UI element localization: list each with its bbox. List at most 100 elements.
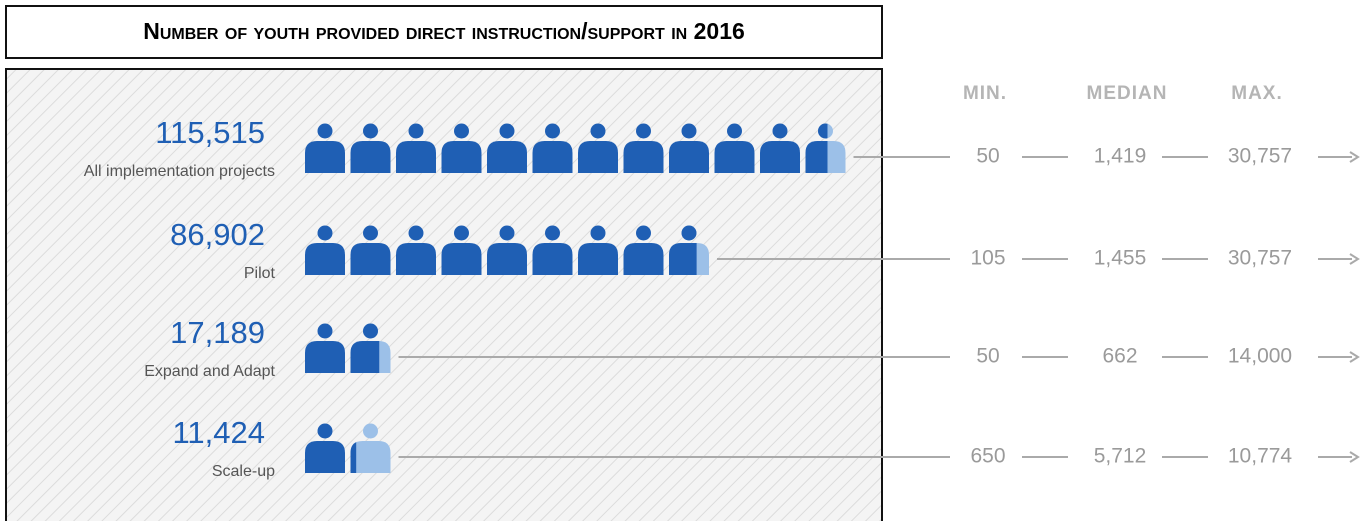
stat-median: 1,455: [1094, 247, 1147, 270]
person-icon: [350, 323, 391, 373]
icon-body: [305, 341, 345, 373]
icon-head: [636, 123, 651, 139]
icon-body: [669, 141, 709, 173]
person-icon: [396, 225, 436, 275]
icon-head: [317, 423, 333, 439]
icon-body: [350, 441, 391, 473]
stat-min: 105: [970, 247, 1005, 270]
arrow-head: [1349, 151, 1360, 163]
stat-median: 5,712: [1094, 445, 1147, 468]
icon-head: [772, 123, 788, 139]
person-icon: [805, 123, 846, 173]
icon-body: [396, 243, 436, 275]
person-icon: [305, 123, 345, 173]
icon-head: [499, 225, 515, 241]
column-header: MEDIAN: [1087, 83, 1168, 104]
icon-head: [363, 225, 378, 241]
icon-body: [305, 243, 345, 275]
person-icon: [487, 123, 527, 173]
person-icon: [350, 423, 391, 473]
person-icon: [441, 123, 482, 173]
icon-body: [532, 141, 573, 173]
person-icon: [760, 123, 800, 173]
icon-head: [454, 123, 469, 139]
person-icon: [714, 123, 755, 173]
icon-head: [454, 225, 469, 241]
icon-head: [363, 123, 378, 139]
icon-head: [545, 123, 560, 139]
icon-fill: [350, 323, 380, 373]
person-icon: [350, 225, 391, 275]
person-icon: [623, 225, 664, 275]
icon-head: [545, 225, 560, 241]
icon-head: [363, 423, 378, 439]
stat-max: 30,757: [1228, 247, 1292, 270]
icon-head: [408, 123, 424, 139]
icon-body: [623, 141, 664, 173]
person-icon: [669, 225, 709, 275]
arrow-head: [1349, 351, 1360, 363]
person-icon: [532, 123, 573, 173]
row-label: Expand and Adapt: [144, 363, 275, 380]
count: 11,424: [172, 415, 265, 450]
icon-head: [317, 323, 333, 339]
icon-fill: [669, 225, 697, 275]
count: 115,515: [155, 115, 265, 150]
person-icon: [396, 123, 436, 173]
icon-body: [350, 141, 391, 173]
person-icon: [350, 123, 391, 173]
icon-body: [396, 141, 436, 173]
icon-head: [681, 225, 697, 241]
icon-body: [305, 441, 345, 473]
row-label: All implementation projects: [84, 163, 275, 180]
person-icon: [305, 423, 345, 473]
panel: [5, 68, 883, 521]
count: 86,902: [170, 217, 265, 252]
icon-body: [623, 243, 664, 275]
stat-max: 10,774: [1228, 445, 1293, 468]
icon-head: [408, 225, 424, 241]
icon-head: [590, 123, 606, 139]
icon-body: [441, 243, 482, 275]
icon-body: [578, 243, 618, 275]
content: MIN. MEDIAN MAX. 115,515 All implementation …: [84, 83, 1360, 480]
icon-body: [441, 141, 482, 173]
icon-head: [499, 123, 515, 139]
person-icon: [532, 225, 573, 275]
icon-fill: [350, 442, 357, 473]
icon-body: [714, 141, 755, 173]
column-header: MAX.: [1231, 83, 1283, 104]
icon-head: [681, 123, 697, 139]
person-icon: [623, 123, 664, 173]
title-box: [5, 5, 883, 59]
icon-body: [805, 141, 828, 173]
stat-median: 662: [1102, 345, 1137, 368]
arrow-head: [1349, 451, 1360, 463]
stat-min: 50: [976, 345, 999, 368]
title: Number of youth provided direct instruct…: [143, 18, 745, 44]
count: 17,189: [170, 315, 265, 350]
icon-head: [818, 123, 828, 139]
person-icon: [487, 225, 527, 275]
icon-body: [350, 243, 391, 275]
icon-remainder: [350, 423, 391, 473]
person-icon: [305, 323, 345, 373]
row-label: Scale-up: [212, 463, 275, 480]
icon-body: [487, 243, 527, 275]
icon-body: [669, 243, 697, 275]
stat-max: 14,000: [1228, 345, 1292, 368]
icon-body: [760, 141, 800, 173]
person-icon: [578, 123, 618, 173]
icon-body: [350, 442, 357, 473]
person-icon: [305, 225, 345, 275]
stat-median: 1,419: [1094, 145, 1147, 168]
person-icon: [441, 225, 482, 275]
arrow-head: [1349, 253, 1360, 265]
icon-head: [317, 225, 333, 241]
icon-head: [636, 225, 651, 241]
icon-body: [305, 141, 345, 173]
icon-fill: [805, 123, 828, 173]
person-icon: [669, 123, 709, 173]
icon-head: [317, 123, 333, 139]
